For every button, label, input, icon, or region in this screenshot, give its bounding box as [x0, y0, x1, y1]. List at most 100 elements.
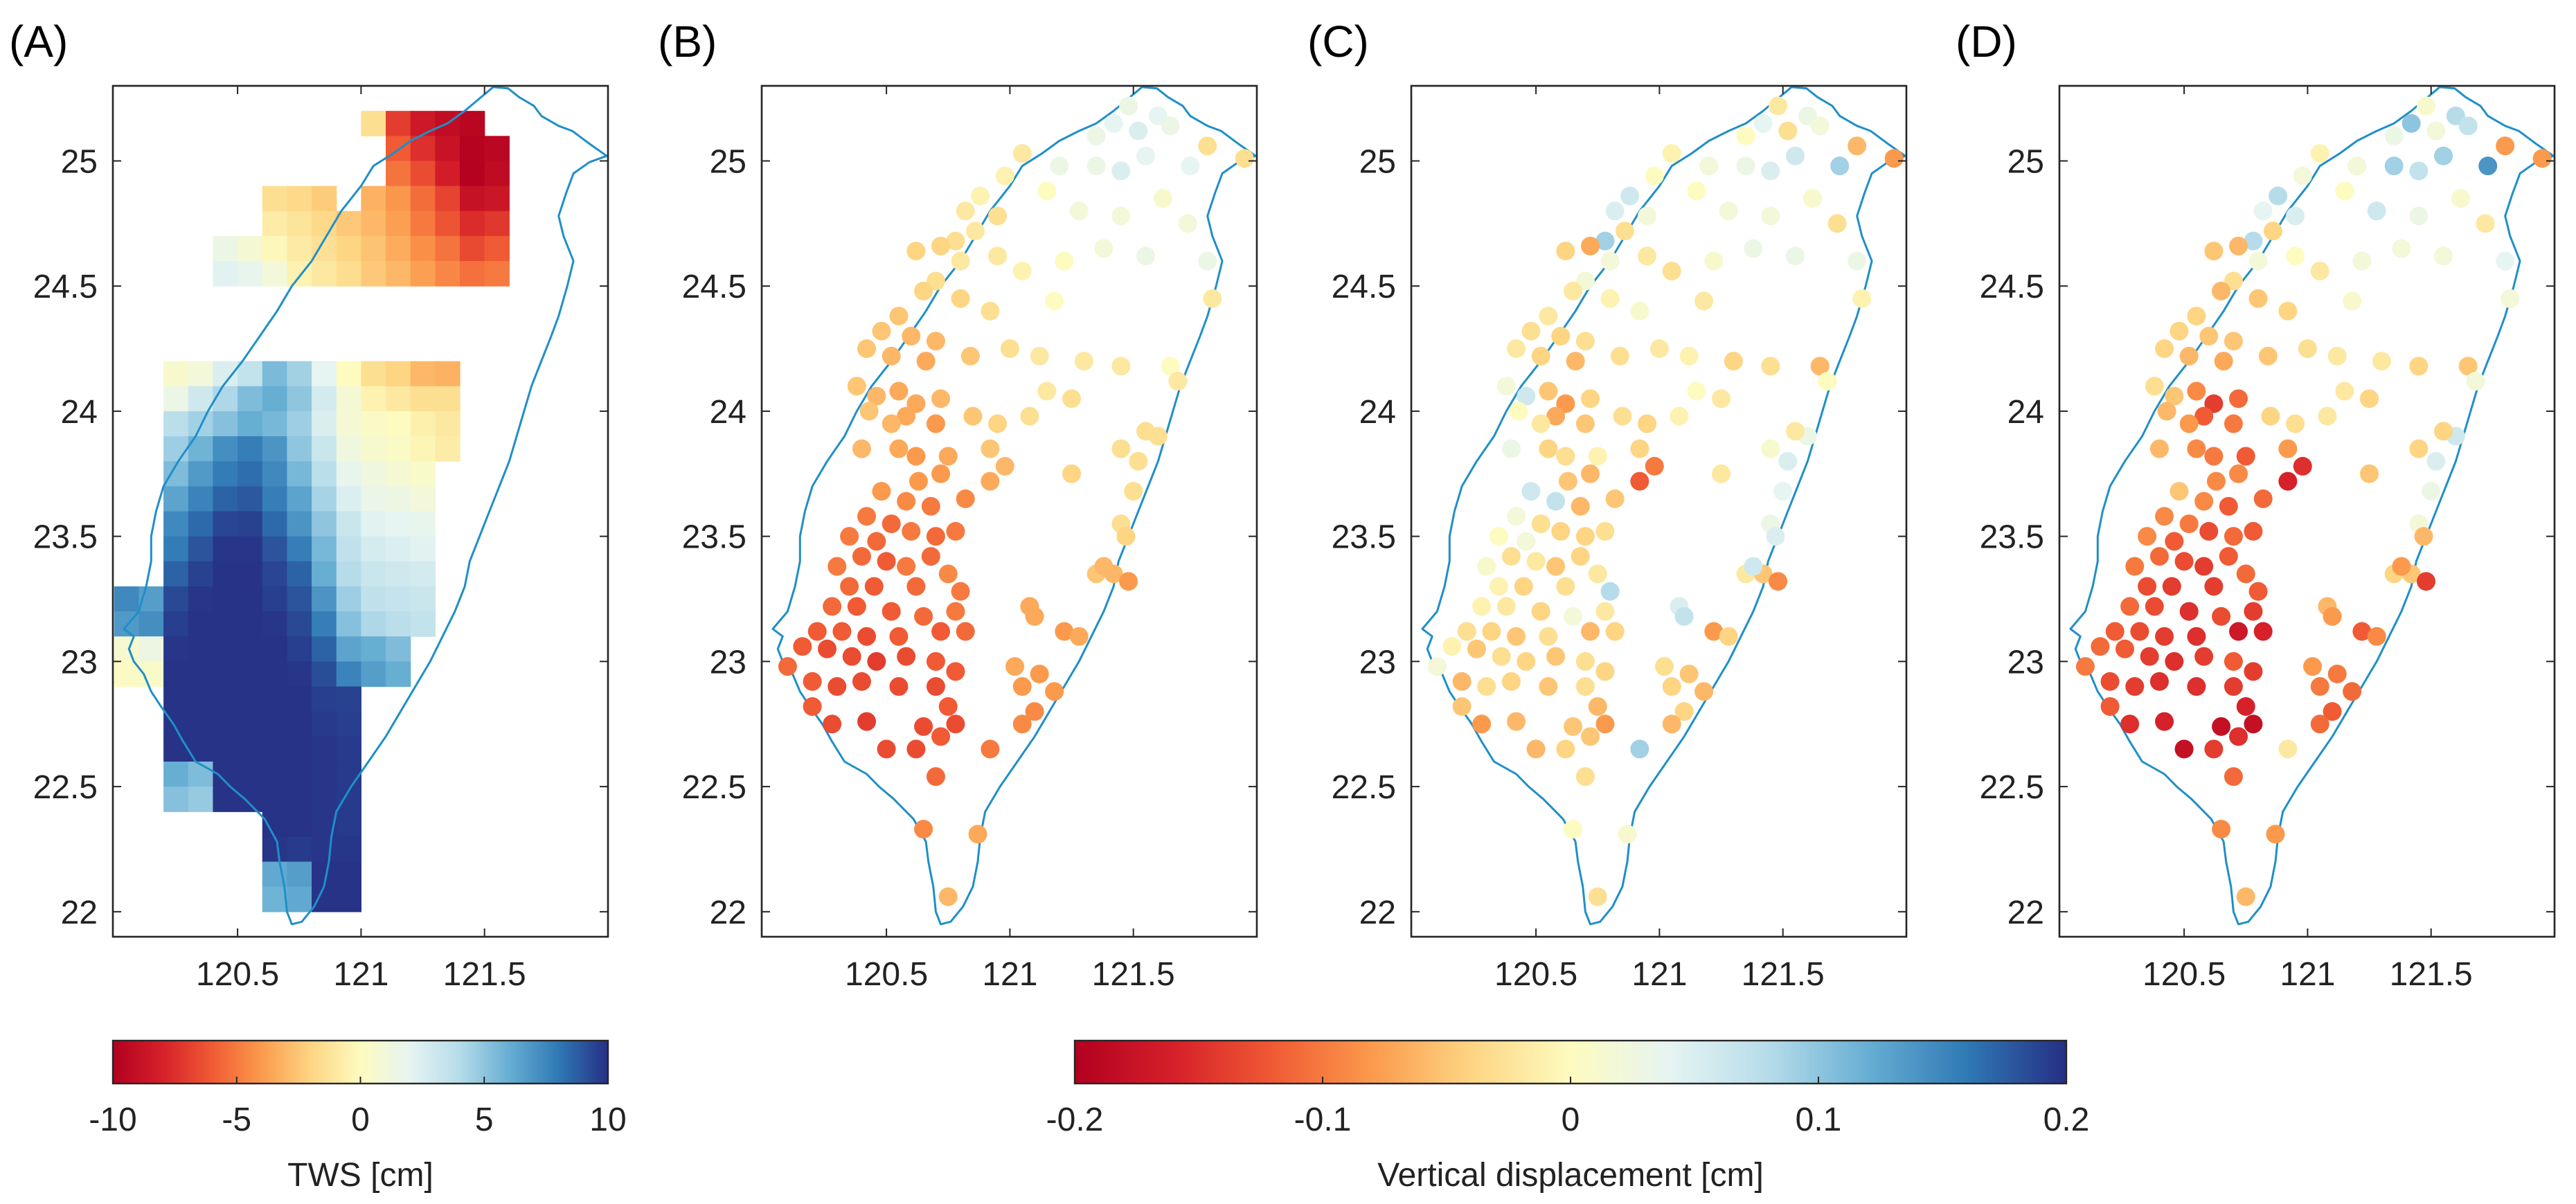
gps-station: [857, 712, 877, 731]
gps-station: [2248, 582, 2268, 601]
gps-station: [847, 377, 866, 396]
tws-cell: [238, 486, 263, 512]
gps-station: [2212, 717, 2231, 736]
gps-station: [1556, 739, 1575, 759]
gps-station: [1848, 136, 1867, 156]
gps-station: [1069, 201, 1089, 221]
tws-cell: [435, 136, 460, 162]
gps-station: [2125, 677, 2145, 697]
tws-cell: [336, 736, 361, 762]
tws-cell: [262, 561, 288, 587]
gps-station: [995, 456, 1014, 476]
gps-station: [2194, 647, 2214, 666]
gps-station: [914, 607, 933, 626]
gps-station: [1566, 352, 1585, 371]
panel-a: (A) 120.5 121 121.5 22 22.5 23 23.5 24 24.5 25: [9, 17, 609, 993]
gps-station: [1564, 717, 1583, 736]
gps-station: [1517, 386, 1536, 406]
gps-station: [882, 346, 901, 366]
gps-station: [2392, 557, 2411, 576]
gps-station: [951, 582, 970, 601]
tws-cell: [213, 261, 238, 287]
gps-station: [897, 406, 916, 426]
tws-cell: [336, 235, 361, 262]
gps-station: [2179, 346, 2199, 366]
gps-station: [1119, 572, 1138, 591]
gps-station: [2199, 326, 2219, 345]
gps-station: [2179, 514, 2199, 534]
tws-cell: [238, 511, 263, 537]
gps-station: [1687, 181, 1706, 201]
gps-station: [1427, 657, 1447, 676]
gps-station: [840, 577, 859, 596]
gps-station: [1564, 281, 1583, 300]
gps-station: [1818, 372, 1837, 391]
tws-cell: [262, 461, 288, 487]
gps-station: [2258, 346, 2278, 366]
gps-station: [2170, 482, 2189, 501]
gps-station: [909, 471, 928, 491]
gps-station: [1662, 261, 1681, 280]
gps-station: [1507, 627, 1526, 646]
gps-station: [1111, 357, 1131, 376]
gps-station: [1556, 447, 1575, 466]
tws-cell: [435, 235, 460, 262]
colorbar-tick-label: 0: [351, 1102, 370, 1138]
tws-cell: [386, 111, 411, 136]
gps-station: [2174, 739, 2194, 759]
y-tick-label: 23: [710, 644, 746, 681]
gps-station: [2145, 377, 2164, 396]
gps-station: [857, 507, 877, 526]
gps-station: [1104, 114, 1123, 133]
gps-station: [1719, 627, 1738, 646]
gps-station: [1012, 677, 1032, 697]
gps-station: [1615, 222, 1634, 241]
gps-station: [2244, 715, 2263, 734]
colorbar-vertical-displacement: -0.2 -0.1 0 0.1 0.2 Vertical displacement [cm…: [1046, 1039, 2089, 1194]
panel-label: (D): [1956, 17, 2017, 66]
gps-station: [1773, 482, 1793, 501]
gps-station: [2372, 352, 2391, 371]
gps-station: [988, 246, 1008, 266]
gps-station: [1769, 96, 1788, 116]
gps-station: [956, 201, 975, 221]
tws-cell: [312, 886, 337, 913]
tws-cell: [287, 561, 312, 587]
gps-station: [995, 166, 1014, 186]
gps-station: [1605, 622, 1625, 641]
gps-station: [2409, 161, 2429, 181]
gps-station: [1116, 527, 1136, 546]
gps-station: [1761, 161, 1780, 181]
gps-station: [859, 402, 879, 421]
tws-cell: [435, 411, 460, 437]
gps-station: [2229, 622, 2248, 641]
y-tick-label: 22: [710, 895, 746, 931]
gps-station: [981, 739, 1000, 759]
gps-station: [1595, 231, 1615, 251]
gps-station: [1203, 289, 1222, 308]
tws-cell: [386, 511, 411, 537]
tws-cell: [460, 186, 485, 212]
gps-station: [1178, 214, 1197, 233]
tws-cell: [312, 486, 337, 512]
gps-station: [1094, 239, 1113, 258]
gps-station: [1753, 114, 1773, 133]
gps-station: [1618, 825, 1637, 844]
gps-station: [2310, 261, 2329, 280]
gps-station: [2392, 239, 2411, 258]
tws-cell: [262, 361, 288, 387]
tws-cell: [410, 461, 436, 487]
gps-station: [1030, 664, 1049, 683]
gps-station: [1161, 116, 1180, 136]
gps-station: [931, 464, 951, 483]
gps-station: [2120, 597, 2140, 616]
tws-cell: [238, 661, 263, 688]
gps-station: [852, 672, 871, 691]
gps-station: [2187, 677, 2206, 697]
tws-cell: [238, 411, 263, 437]
tws-cell: [312, 261, 337, 287]
gps-station: [1531, 346, 1550, 366]
gps-station: [2170, 321, 2189, 341]
gps-station: [2278, 471, 2298, 491]
gps-station: [1803, 189, 1822, 208]
